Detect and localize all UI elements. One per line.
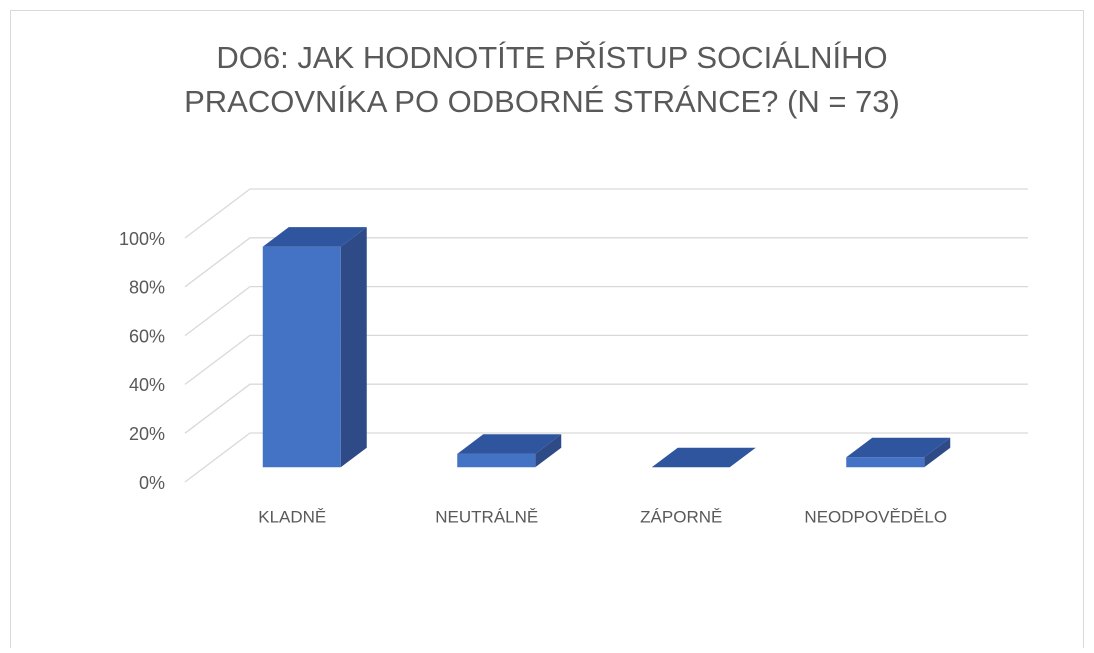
- grid-line: [184, 237, 1028, 288]
- grid-line: [184, 188, 1028, 239]
- bar-top: [846, 437, 951, 458]
- bar-side: [340, 227, 367, 468]
- x-tick-label: NEODPOVĚDĚLO: [804, 507, 947, 526]
- chart-title: DO6: JAK HODNOTÍTE PŘÍSTUP SOCIÁLNÍHO: [216, 40, 887, 75]
- grid-line: [184, 285, 1028, 337]
- y-tick-label: 20%: [129, 424, 165, 444]
- grid-line: [184, 432, 1028, 483]
- x-tick-label: ZÁPORNĚ: [640, 507, 722, 526]
- y-tick-label: 100%: [119, 229, 165, 249]
- bar-front: [262, 246, 341, 468]
- y-tick-label: 60%: [129, 326, 165, 346]
- bar-top: [457, 434, 562, 454]
- bar-top: [262, 227, 367, 247]
- bar-front: [846, 457, 925, 468]
- bar-top: [651, 447, 756, 468]
- y-tick-label: 40%: [129, 375, 165, 395]
- bar: [651, 447, 756, 468]
- x-tick-label: NEUTRÁLNĚ: [435, 507, 538, 526]
- y-tick-label: 0%: [139, 473, 165, 493]
- grid-line: [184, 334, 1028, 385]
- grid-line: [184, 383, 1028, 434]
- y-tick-label: 80%: [129, 278, 165, 298]
- chart-title: PRACOVNÍKA PO ODBORNÉ STRÁNCE? (N = 73): [184, 84, 900, 119]
- bar-side: [924, 437, 951, 468]
- bar: [846, 437, 951, 468]
- x-tick-label: KLADNĚ: [258, 507, 326, 526]
- bar: [262, 227, 367, 468]
- bar-front: [457, 453, 536, 468]
- bar-side: [535, 434, 562, 468]
- bar: [457, 434, 562, 468]
